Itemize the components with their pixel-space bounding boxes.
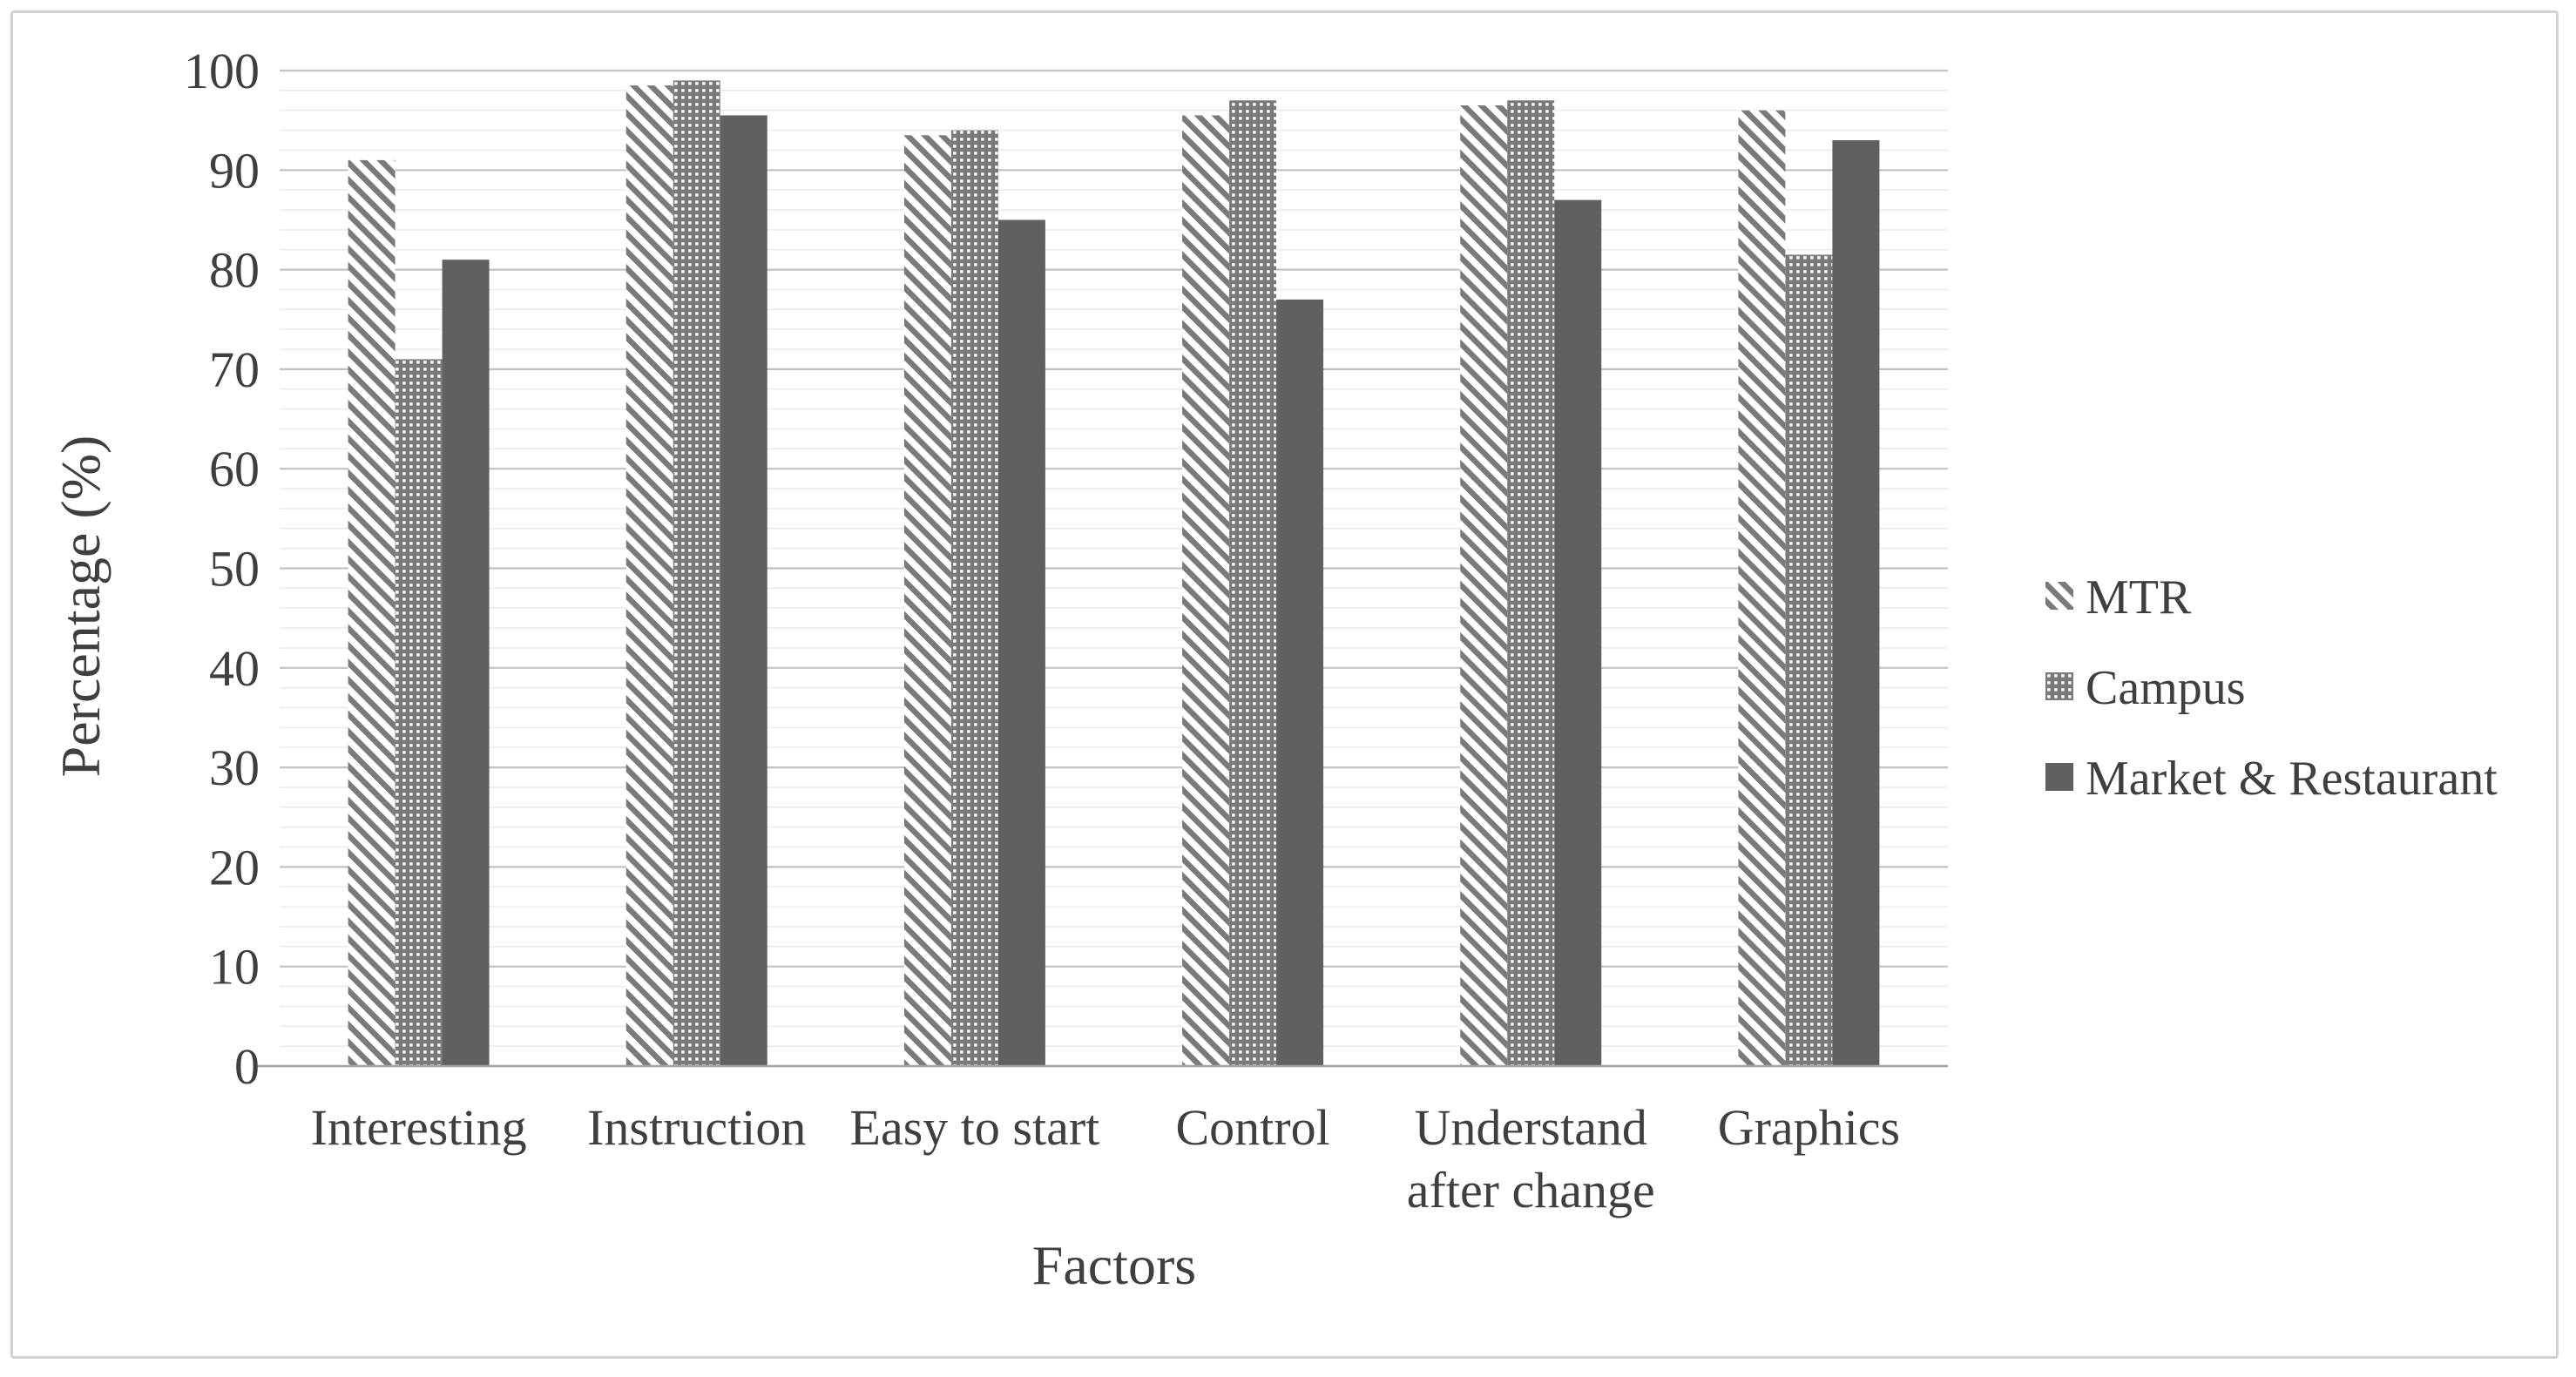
- x-category-label-easy-to-start: Easy to start: [850, 1099, 1100, 1156]
- bar-groups: [348, 80, 1880, 1067]
- bar-market-restaurant-understand-after-change: [1554, 199, 1602, 1067]
- x-category-label-understand-after-change: after change: [1407, 1162, 1655, 1218]
- legend-swatch-solid-icon: [2045, 763, 2073, 791]
- legend-swatch-diagonal-stripes-icon: [2045, 582, 2073, 610]
- y-axis-title: Percentage (%): [50, 435, 112, 778]
- y-tick-label-100: 100: [184, 43, 260, 99]
- bar-market-restaurant-control: [1276, 299, 1324, 1066]
- legend-item-mtr: MTR: [2045, 570, 2192, 624]
- bar-mtr-understand-after-change: [1460, 105, 1508, 1066]
- bar-mtr-easy-to-start: [903, 135, 951, 1066]
- bar-campus-instruction: [673, 80, 720, 1066]
- y-tick-label-20: 20: [209, 839, 260, 895]
- bar-mtr-interesting: [348, 159, 396, 1066]
- legend-label: Market & Restaurant: [2086, 752, 2498, 806]
- y-tick-label-70: 70: [209, 341, 260, 398]
- chart-figure: 0 10 20 30 40 50 60 70 80 90 100 Interesting Instru…: [10, 10, 2559, 1359]
- legend: MTR Campus Market & Restaurant: [2045, 570, 2498, 806]
- minor-gridlines: [280, 90, 1948, 1047]
- bar-campus-control: [1229, 100, 1277, 1066]
- bar-mtr-control: [1182, 115, 1230, 1066]
- legend-label: Campus: [2086, 661, 2246, 715]
- bar-chart: 0 10 20 30 40 50 60 70 80 90 100 Interesting Instru…: [50, 43, 2498, 1296]
- bar-campus-understand-after-change: [1507, 100, 1555, 1066]
- y-tick-label-30: 30: [209, 739, 260, 796]
- y-tick-label-10: 10: [209, 939, 260, 996]
- legend-item-campus: Campus: [2045, 661, 2246, 715]
- bar-mtr-instruction: [625, 85, 673, 1066]
- y-axis-tick-labels: 0 10 20 30 40 50 60 70 80 90 100: [184, 43, 260, 1095]
- x-category-label-graphics: Graphics: [1718, 1099, 1900, 1156]
- major-gridlines: [280, 69, 1948, 968]
- y-tick-label-90: 90: [209, 142, 260, 199]
- bar-campus-graphics: [1785, 254, 1833, 1067]
- bar-market-restaurant-graphics: [1832, 140, 1880, 1066]
- x-category-label-instruction: Instruction: [587, 1099, 806, 1156]
- x-axis-category-labels: Interesting Instruction Easy to start Contr…: [311, 1099, 1901, 1218]
- y-tick-label-40: 40: [209, 640, 260, 697]
- x-category-label-interesting: Interesting: [311, 1099, 527, 1156]
- bar-campus-interesting: [395, 359, 443, 1067]
- x-axis-title: Factors: [1032, 1234, 1196, 1296]
- legend-label: MTR: [2086, 570, 2192, 624]
- bar-mtr-graphics: [1738, 110, 1786, 1067]
- y-tick-label-80: 80: [209, 242, 260, 299]
- x-category-label-understand-after-change: Understand: [1415, 1099, 1647, 1156]
- y-tick-label-0: 0: [234, 1038, 260, 1095]
- bar-market-restaurant-interesting: [442, 260, 490, 1066]
- y-tick-label-50: 50: [209, 541, 260, 597]
- bar-market-restaurant-instruction: [720, 115, 767, 1066]
- y-tick-label-60: 60: [209, 441, 260, 497]
- legend-item-market-restaurant: Market & Restaurant: [2045, 752, 2498, 806]
- bar-market-restaurant-easy-to-start: [997, 219, 1045, 1066]
- x-category-label-control: Control: [1175, 1099, 1329, 1156]
- bar-campus-easy-to-start: [950, 130, 998, 1067]
- legend-swatch-dotted-grid-icon: [2045, 672, 2073, 700]
